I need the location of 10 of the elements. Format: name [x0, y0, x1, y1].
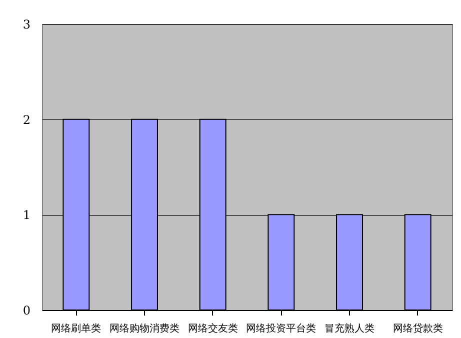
y-tick-label: 0	[22, 304, 30, 318]
y-tick-label: 3	[22, 18, 30, 32]
x-tick-label: 网络交友类	[188, 322, 238, 334]
y-tick-label: 2	[22, 112, 30, 127]
x-tick-label: 网络投资平台类	[246, 322, 316, 334]
x-tick-label: 冒充熟人类	[324, 322, 374, 334]
x-tick-label: 网络刷单类	[51, 322, 102, 334]
x-tick-label: 网络贷款类	[392, 322, 443, 334]
x-tick-label: 网络购物消费类	[110, 322, 180, 334]
y-tick-label: 1	[22, 208, 30, 222]
